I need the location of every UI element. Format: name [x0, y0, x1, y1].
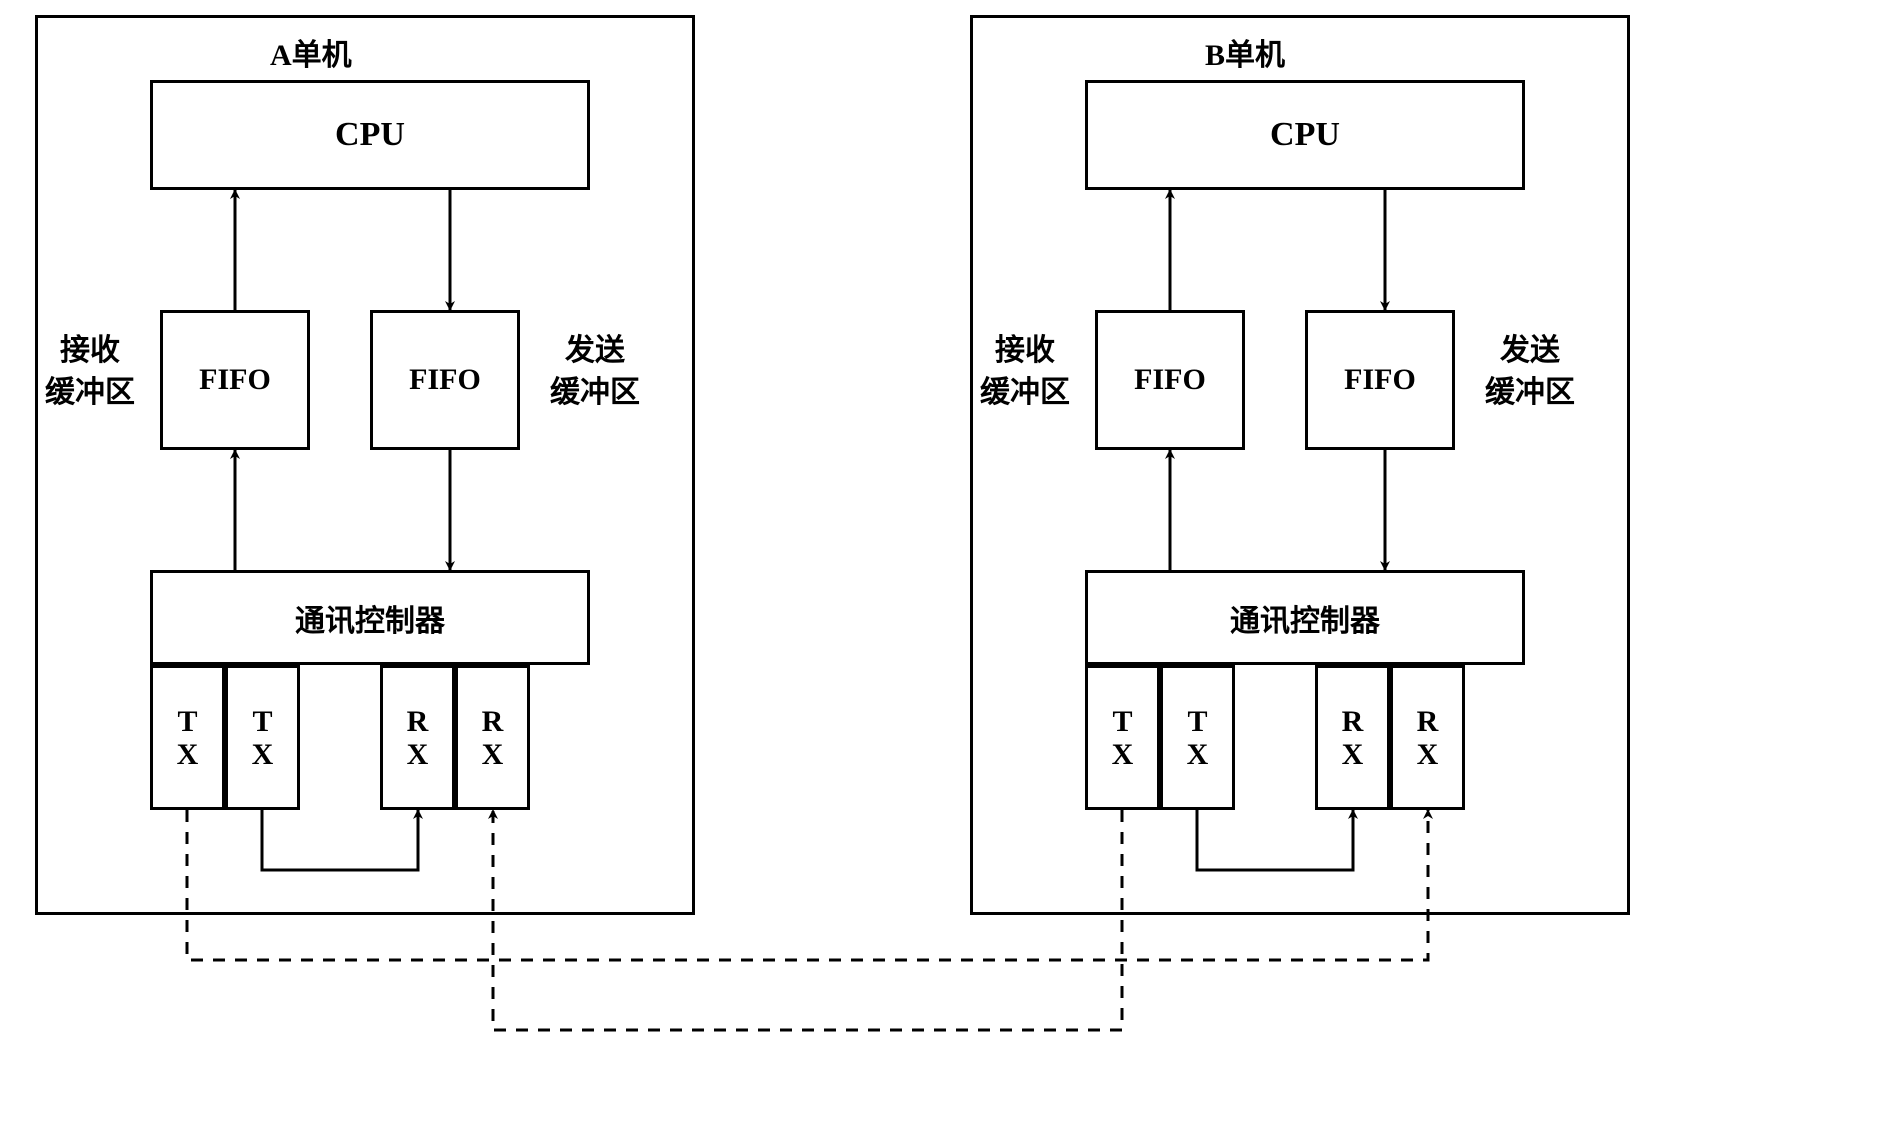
unit-a-fifo-tx-label: FIFO — [409, 363, 481, 397]
unit-b-fifo-rx-box: FIFO — [1095, 310, 1245, 450]
unit-b-title: B单机 — [1205, 30, 1285, 74]
unit-b-port-rx1: R X — [1315, 665, 1390, 810]
unit-b-fifo-rx-label: FIFO — [1134, 363, 1206, 397]
unit-a-fifo-tx-box: FIFO — [370, 310, 520, 450]
unit-b-fifo-tx-label: FIFO — [1344, 363, 1416, 397]
unit-b-port-rx2: R X — [1390, 665, 1465, 810]
unit-b-cpu-label: CPU — [1270, 116, 1340, 154]
unit-a-tx-side-line2: 缓冲区 — [550, 376, 640, 409]
unit-a-rx-side-label: 接收 缓冲区 — [45, 330, 135, 414]
unit-b-controller-box: 通讯控制器 — [1085, 570, 1525, 665]
unit-a-cpu-box: CPU — [150, 80, 590, 190]
unit-a-port-tx2: T X — [225, 665, 300, 810]
unit-a-port-rx1: R X — [380, 665, 455, 810]
unit-a-port-rx2: R X — [455, 665, 530, 810]
unit-a-controller-box: 通讯控制器 — [150, 570, 590, 665]
unit-a-fifo-rx-label: FIFO — [199, 363, 271, 397]
unit-b-rx-side-line1: 接收 — [995, 334, 1055, 367]
unit-b-rx-side-line2: 缓冲区 — [980, 376, 1070, 409]
unit-a-rx-side-line1: 接收 — [60, 334, 120, 367]
unit-b-port-tx1: T X — [1085, 665, 1160, 810]
unit-a-tx-side-label: 发送 缓冲区 — [550, 330, 640, 414]
unit-b-rx-side-label: 接收 缓冲区 — [980, 330, 1070, 414]
unit-b-fifo-tx-box: FIFO — [1305, 310, 1455, 450]
unit-a-tx-side-line1: 发送 — [565, 334, 625, 367]
unit-a-port-tx1: T X — [150, 665, 225, 810]
unit-a-rx-side-line2: 缓冲区 — [45, 376, 135, 409]
unit-b-tx-side-line2: 缓冲区 — [1485, 376, 1575, 409]
unit-b-tx-side-label: 发送 缓冲区 — [1485, 330, 1575, 414]
unit-b-tx-side-line1: 发送 — [1500, 334, 1560, 367]
unit-a-cpu-label: CPU — [335, 116, 405, 154]
unit-b-port-tx2: T X — [1160, 665, 1235, 810]
unit-b-cpu-box: CPU — [1085, 80, 1525, 190]
unit-b-controller-label: 通讯控制器 — [1230, 596, 1380, 640]
unit-a-title: A单机 — [270, 30, 352, 74]
unit-a-fifo-rx-box: FIFO — [160, 310, 310, 450]
unit-a-controller-label: 通讯控制器 — [295, 596, 445, 640]
